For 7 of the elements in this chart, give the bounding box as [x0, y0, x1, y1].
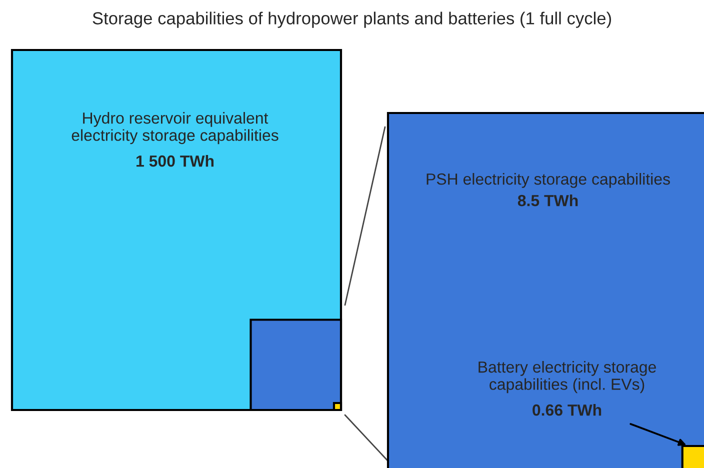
category-label: PSH electricity storage capabilities [426, 173, 670, 188]
data-label: 8.5 TWh [518, 194, 578, 206]
category-label: Battery electricity storage capabilities (incl. EVs) [478, 361, 656, 394]
data-label: 1 500 TWh [136, 155, 214, 167]
text: Storage capabilities of hydropower plants and batteries (1 full cycle) [92, 12, 612, 28]
data-label: 0.66 TWh [532, 404, 602, 416]
category-label: Hydro reservoir equivalent electricity storage capabilities [72, 112, 278, 144]
